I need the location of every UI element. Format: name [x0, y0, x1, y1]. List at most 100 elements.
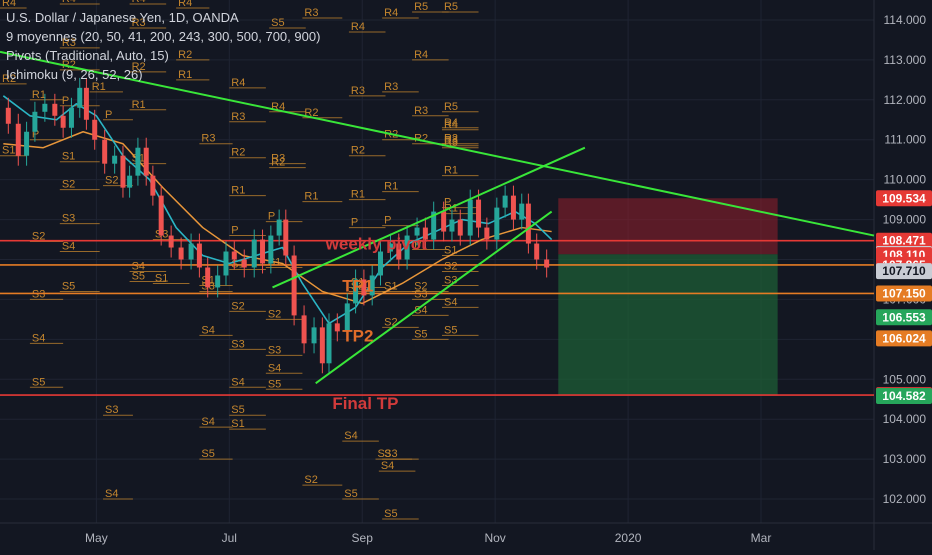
- pivot-label: S4: [105, 488, 118, 500]
- pivot-label: R1: [351, 189, 365, 201]
- pivot-label: R2: [444, 133, 458, 145]
- candle-body: [158, 195, 164, 236]
- candle-body: [205, 267, 211, 288]
- time-axis-label: Sep: [352, 531, 374, 545]
- candle-body: [150, 175, 156, 196]
- candle-body: [32, 111, 38, 132]
- trade-zones: [558, 198, 778, 396]
- pivot-label: S3: [62, 213, 75, 225]
- pivot-label: S5: [201, 448, 214, 460]
- pivot-label: S1: [2, 145, 15, 157]
- pivot-label: R2: [2, 73, 16, 85]
- candle-body: [301, 315, 307, 344]
- pivot-label: S2: [231, 300, 244, 312]
- candle-body: [215, 275, 221, 288]
- pivot-label: S5: [271, 17, 284, 29]
- time-axis-label: Jul: [222, 531, 237, 545]
- candle-body: [396, 243, 402, 260]
- pivot-label: P: [268, 211, 275, 223]
- price-axis-label: 102.000: [883, 492, 927, 506]
- pivot-label: P: [414, 239, 421, 251]
- candle-body: [291, 255, 297, 316]
- pivot-label: P: [351, 217, 358, 229]
- candle-body: [353, 279, 359, 304]
- pivot-label: R1: [304, 191, 318, 203]
- pivot-label: R2: [271, 157, 285, 169]
- candle-body: [283, 219, 289, 256]
- pivot-label: S4: [268, 362, 281, 374]
- pivot-label: S2: [444, 260, 457, 272]
- trendline-descending-resistance: [0, 50, 875, 237]
- pivot-label: P: [105, 109, 112, 121]
- candle-body: [369, 275, 375, 296]
- candle-body: [251, 239, 257, 268]
- pivot-label: S3: [414, 288, 427, 300]
- pivot-label: S4: [444, 296, 457, 308]
- price-tag-background: [876, 285, 932, 302]
- pivot-label: S1: [155, 272, 168, 284]
- trendlines[interactable]: [0, 50, 875, 385]
- candle-body: [404, 235, 410, 260]
- pivot-label: S5: [268, 378, 281, 390]
- pivot-label: R1: [384, 181, 398, 193]
- horizontal-levels: [0, 239, 874, 396]
- pivot-label: P: [62, 95, 69, 107]
- pivot-label: S4: [62, 241, 75, 253]
- pivot-label: S2: [268, 308, 281, 320]
- pivot-label: S5: [32, 376, 45, 388]
- price-axis-label: 113.000: [884, 53, 927, 67]
- price-axis-label: 112.000: [884, 93, 927, 107]
- candle-body: [196, 243, 202, 268]
- price-axis-label: 105.000: [883, 372, 927, 386]
- candle-body: [476, 199, 482, 228]
- time-axis-label: Nov: [484, 531, 505, 545]
- candle-body: [361, 279, 367, 296]
- pivot-label: R4: [62, 0, 76, 5]
- pivot-label: S3: [384, 448, 397, 460]
- pivot-label: R4: [2, 0, 16, 9]
- time-axis[interactable]: May Jul Sep Nov 2020 Mar: [85, 531, 771, 545]
- price-axis-label: 114.000: [884, 13, 927, 27]
- price-tag-background: [876, 263, 932, 280]
- candle-body: [544, 259, 550, 268]
- candle-body: [52, 103, 58, 116]
- candle-body: [241, 259, 247, 268]
- candle-body: [127, 175, 133, 188]
- pivot-label: S5: [231, 404, 244, 416]
- pivot-label: S5: [414, 328, 427, 340]
- annotation-label: weekly pivot: [325, 235, 427, 254]
- pivot-label: R4: [351, 21, 365, 33]
- annotation-label: TP1: [342, 276, 373, 295]
- legend-ichimoku: Ichimoku (9, 26, 52, 26): [6, 67, 143, 82]
- candle-body: [268, 235, 274, 264]
- candle-body: [135, 147, 141, 176]
- pivot-label: R4: [178, 0, 192, 9]
- price-tag-label: 104.582: [882, 389, 926, 403]
- time-axis-label: 2020: [615, 531, 642, 545]
- candle-body: [5, 107, 11, 124]
- candle-body: [457, 219, 463, 236]
- time-axis-label: Mar: [751, 531, 772, 545]
- pivot-label: S3: [32, 288, 45, 300]
- candle-body: [494, 207, 500, 240]
- candle-body: [387, 243, 393, 252]
- pivot-label: P: [384, 215, 391, 227]
- pivot-label: S3: [378, 448, 391, 460]
- pivot-label: S5: [444, 324, 457, 336]
- pivot-label: S4: [132, 260, 145, 272]
- candle-body: [422, 227, 428, 240]
- candle-body: [326, 323, 332, 364]
- candle-body: [24, 131, 30, 156]
- pivot-label: R4: [384, 7, 398, 19]
- candle-body: [102, 139, 108, 164]
- price-tag-label: 107.150: [882, 286, 926, 300]
- pivot-label: S3: [268, 344, 281, 356]
- candle-body: [519, 203, 525, 220]
- candle-body: [223, 251, 229, 276]
- price-tag-background: [876, 387, 932, 404]
- pivot-label: R5: [444, 101, 458, 113]
- candle-body: [414, 227, 420, 236]
- legend-title: U.S. Dollar / Japanese Yen, 1D, OANDA: [6, 10, 239, 25]
